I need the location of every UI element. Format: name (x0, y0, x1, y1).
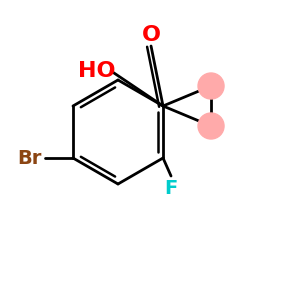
Text: HO: HO (78, 61, 116, 81)
Text: Br: Br (17, 148, 41, 167)
Circle shape (198, 73, 224, 99)
Circle shape (198, 113, 224, 139)
Text: F: F (164, 178, 178, 197)
Text: O: O (142, 25, 160, 45)
